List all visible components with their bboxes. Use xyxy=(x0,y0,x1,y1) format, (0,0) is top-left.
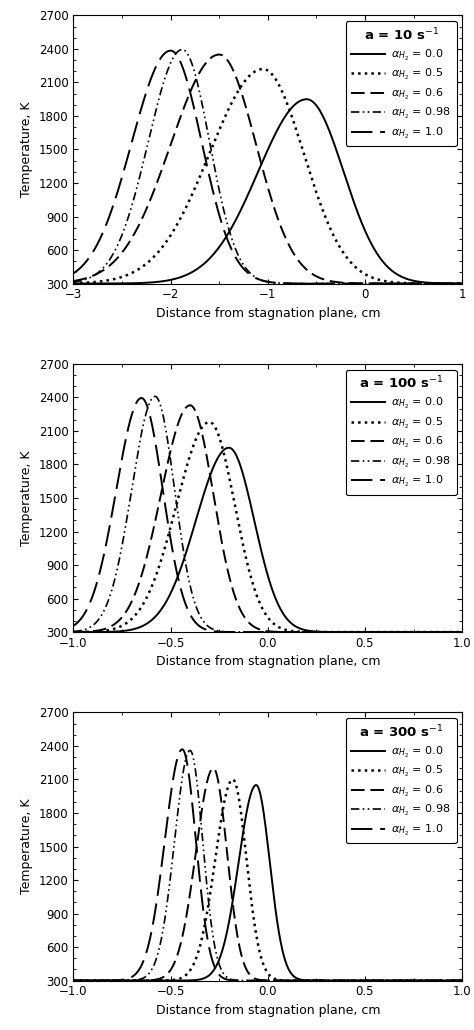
Y-axis label: Temperature, K: Temperature, K xyxy=(20,799,33,894)
Y-axis label: Temperature, K: Temperature, K xyxy=(20,102,33,197)
Legend: $\alpha_{H_2}$ = 0.0, $\alpha_{H_2}$ = 0.5, $\alpha_{H_2}$ = 0.6, $\alpha_{H_2}$: $\alpha_{H_2}$ = 0.0, $\alpha_{H_2}$ = 0… xyxy=(346,370,456,494)
Legend: $\alpha_{H_2}$ = 0.0, $\alpha_{H_2}$ = 0.5, $\alpha_{H_2}$ = 0.6, $\alpha_{H_2}$: $\alpha_{H_2}$ = 0.0, $\alpha_{H_2}$ = 0… xyxy=(346,718,456,844)
X-axis label: Distance from stagnation plane, cm: Distance from stagnation plane, cm xyxy=(155,655,380,668)
Y-axis label: Temperature, K: Temperature, K xyxy=(20,450,33,546)
X-axis label: Distance from stagnation plane, cm: Distance from stagnation plane, cm xyxy=(155,307,380,320)
X-axis label: Distance from stagnation plane, cm: Distance from stagnation plane, cm xyxy=(155,1004,380,1017)
Legend: $\alpha_{H_2}$ = 0.0, $\alpha_{H_2}$ = 0.5, $\alpha_{H_2}$ = 0.6, $\alpha_{H_2}$: $\alpha_{H_2}$ = 0.0, $\alpha_{H_2}$ = 0… xyxy=(346,21,456,146)
